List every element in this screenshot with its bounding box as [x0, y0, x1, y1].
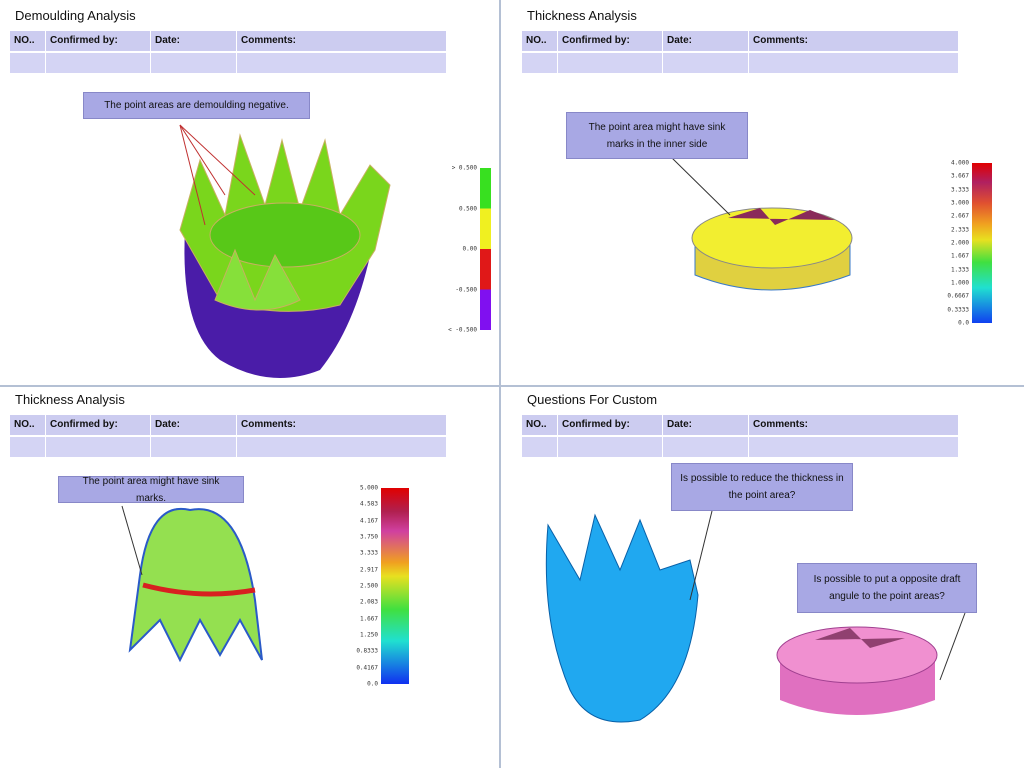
- scale-label: 2.000: [950, 239, 969, 247]
- table-cell: [558, 437, 662, 457]
- scale-label: 3.333: [359, 549, 378, 557]
- table-cell: [151, 437, 236, 457]
- color-scale: [480, 168, 491, 330]
- table-cell: [522, 437, 557, 457]
- scale-label: 0.500: [458, 205, 477, 212]
- table-header-cell: Confirmed by:: [46, 415, 150, 435]
- scale-label: < -0.500: [448, 326, 477, 334]
- panel-title: Thickness Analysis: [527, 8, 637, 23]
- color-scale: [381, 488, 409, 684]
- scale-label: 5.000: [359, 484, 378, 492]
- table-cell: [522, 53, 557, 73]
- table-cell: [749, 53, 958, 73]
- table-header-cell: Date:: [151, 31, 236, 51]
- scale-label: > 0.500: [451, 164, 477, 172]
- scale-label: 0.00: [462, 245, 477, 253]
- callout: Is possible to put a opposite draft angu…: [797, 563, 977, 613]
- scale-label: 3.333: [950, 186, 969, 194]
- scale-label: 4.000: [950, 159, 969, 167]
- scale-label: 1.333: [950, 266, 969, 274]
- table-header-cell: NO..: [522, 31, 557, 51]
- table-header-cell: Confirmed by:: [558, 31, 662, 51]
- scale-label: 3.750: [359, 533, 378, 541]
- table-cell: [237, 53, 446, 73]
- scale-label: 0.0: [958, 319, 969, 327]
- table-header-cell: NO..: [10, 31, 45, 51]
- scale-label: 0.3333: [947, 306, 969, 314]
- callout: The point areas are demoulding negative.: [83, 92, 310, 119]
- table-header-cell: Confirmed by:: [46, 31, 150, 51]
- scale-label: 2.333: [950, 226, 969, 234]
- table-cell: [10, 437, 45, 457]
- table-cell: [663, 53, 748, 73]
- scale-label: 0.4167: [356, 664, 378, 672]
- callout: Is possible to reduce the thickness in t…: [671, 463, 853, 511]
- table-header-cell: Confirmed by:: [558, 415, 662, 435]
- table-cell: [151, 53, 236, 73]
- scale-label: 2.500: [359, 582, 378, 590]
- scale-label: 2.667: [950, 212, 969, 220]
- table-cell: [10, 53, 45, 73]
- table-cell: [663, 437, 748, 457]
- panel-title: Demoulding Analysis: [15, 8, 136, 23]
- scale-label: 3.000: [950, 199, 969, 207]
- color-scale: [972, 163, 992, 323]
- scale-label: 1.250: [359, 631, 378, 639]
- callout: The point area might have sink marks.: [58, 476, 244, 504]
- scale-label: 0.0: [367, 680, 378, 688]
- table-header-cell: Date:: [151, 415, 236, 435]
- table-cell: [46, 53, 150, 73]
- scale-label: 1.667: [359, 615, 378, 623]
- scale-label: -0.500: [455, 286, 477, 293]
- table-cell: [749, 437, 958, 457]
- scale-label: 2.083: [359, 598, 378, 606]
- callout: The point area might have sink marks in …: [566, 112, 748, 159]
- scale-label: 0.8333: [356, 647, 378, 655]
- table-header-cell: Date:: [663, 31, 748, 51]
- scale-label: 3.667: [950, 172, 969, 180]
- table-header-cell: Comments:: [749, 31, 958, 51]
- table-header-cell: NO..: [522, 415, 557, 435]
- table-header-cell: NO..: [10, 415, 45, 435]
- table-header-cell: Date:: [663, 415, 748, 435]
- scale-label: 4.167: [359, 517, 378, 525]
- scale-label: 1.667: [950, 252, 969, 260]
- scale-label: 1.000: [950, 279, 969, 287]
- panel-title: Questions For Custom: [527, 392, 658, 407]
- scale-label: 0.6667: [947, 292, 969, 300]
- panel-title: Thickness Analysis: [15, 392, 125, 407]
- table-header-cell: Comments:: [749, 415, 958, 435]
- table-header-cell: Comments:: [237, 415, 446, 435]
- scale-label: 4.583: [359, 500, 378, 508]
- table-cell: [237, 437, 446, 457]
- table-cell: [46, 437, 150, 457]
- scale-label: 2.917: [359, 566, 378, 574]
- table-header-cell: Comments:: [237, 31, 446, 51]
- table-cell: [558, 53, 662, 73]
